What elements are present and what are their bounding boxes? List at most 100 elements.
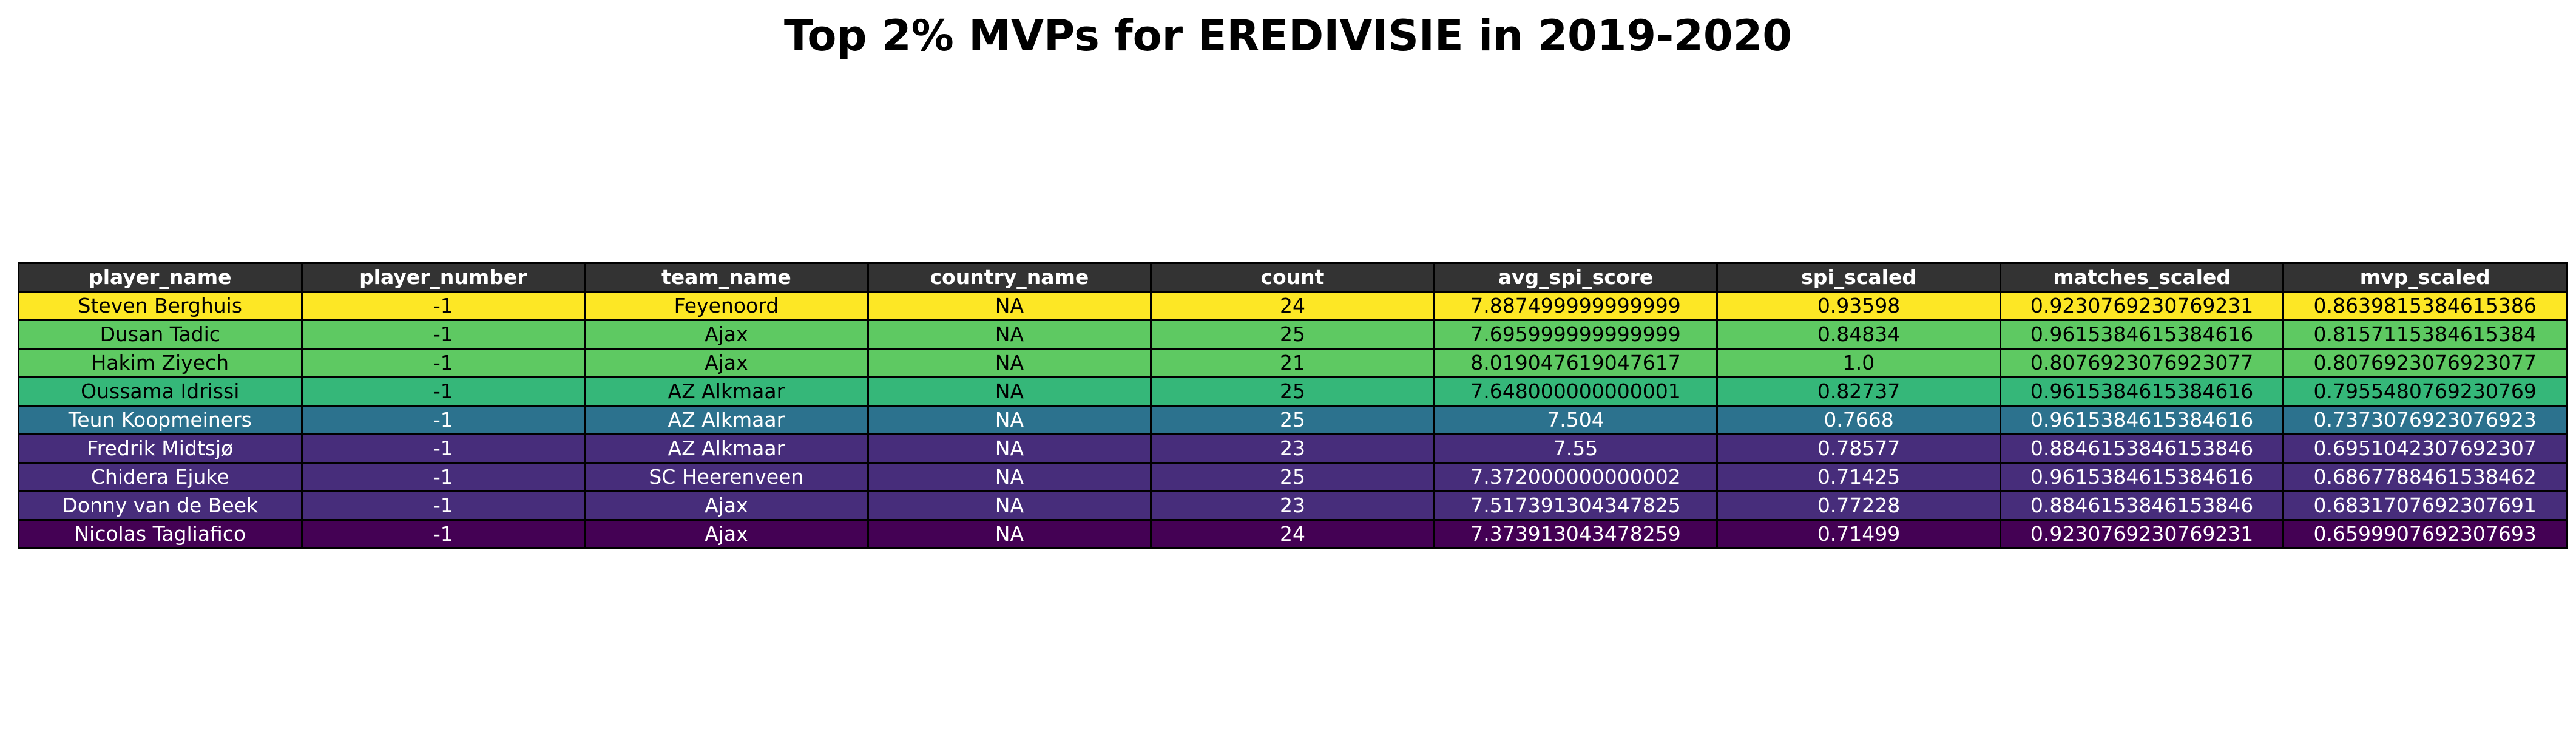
table-row: Teun Koopmeiners -1 AZ Alkmaar NA 25 7.504 0.7… [18,405,2568,435]
table-row: Dusan Tadic -1 Ajax NA 25 7.695999999999999 0.… [18,319,2568,350]
table-cell-spi-scaled: 0.77228 [1716,490,2001,521]
table-cell-player-name: Teun Koopmeiners [18,405,303,435]
table-cell-country-name: NA [867,291,1152,321]
table-cell-team-name: AZ Alkmaar [584,405,869,435]
table-cell-avg-spi-score: 7.887499999999999 [1433,291,1719,321]
column-header-matches-scaled: matches_scaled [1999,262,2285,293]
column-header-player-number: player_number [300,262,586,293]
table-cell-country-name: NA [867,319,1152,350]
table-cell-count: 23 [1150,490,1435,521]
table-cell-matches-scaled: 0.9230769230769231 [1999,291,2285,321]
table-cell-mvp-scaled: 0.6831707692307691 [2282,490,2568,521]
table-cell-count: 25 [1150,376,1435,407]
table-cell-team-name: Ajax [584,348,869,378]
table-cell-spi-scaled: 0.93598 [1716,291,2001,321]
table-cell-team-name: SC Heerenveen [584,462,869,492]
table-cell-mvp-scaled: 0.6951042307692307 [2282,433,2568,464]
table-cell-matches-scaled: 0.9615384615384616 [1999,405,2285,435]
mvp-table: player_name player_number team_name country… [18,262,2568,549]
table-cell-player-number: -1 [300,291,586,321]
table-cell-mvp-scaled: 0.8076923076923077 [2282,348,2568,378]
table-cell-player-number: -1 [300,405,586,435]
table-cell-avg-spi-score: 7.372000000000002 [1433,462,1719,492]
table-cell-spi-scaled: 0.78577 [1716,433,2001,464]
column-header-team-name: team_name [584,262,869,293]
table-cell-player-number: -1 [300,319,586,350]
table-cell-matches-scaled: 0.9230769230769231 [1999,519,2285,549]
table-cell-player-name: Donny van de Beek [18,490,303,521]
table-cell-team-name: Feyenoord [584,291,869,321]
table-cell-spi-scaled: 0.7668 [1716,405,2001,435]
table-cell-player-name: Oussama Idrissi [18,376,303,407]
table-cell-country-name: NA [867,433,1152,464]
column-header-avg-spi-score: avg_spi_score [1433,262,1719,293]
column-header-country-name: country_name [867,262,1152,293]
table-cell-player-number: -1 [300,490,586,521]
table-cell-mvp-scaled: 0.7373076923076923 [2282,405,2568,435]
table-cell-matches-scaled: 0.9615384615384616 [1999,462,2285,492]
chart-title: Top 2% MVPs for EREDIVISIE in 2019-2020 [783,11,1793,61]
table-cell-matches-scaled: 0.8076923076923077 [1999,348,2285,378]
column-header-count: count [1150,262,1435,293]
table-cell-country-name: NA [867,462,1152,492]
table-cell-mvp-scaled: 0.8157115384615384 [2282,319,2568,350]
table-cell-player-name: Chidera Ejuke [18,462,303,492]
table-cell-player-number: -1 [300,433,586,464]
table-cell-mvp-scaled: 0.8639815384615386 [2282,291,2568,321]
table-cell-matches-scaled: 0.9615384615384616 [1999,376,2285,407]
table-cell-spi-scaled: 1.0 [1716,348,2001,378]
table-cell-count: 21 [1150,348,1435,378]
table-cell-country-name: NA [867,490,1152,521]
table-body: Steven Berghuis -1 Feyenoord NA 24 7.88749999… [18,291,2568,549]
table-cell-player-name: Fredrik Midtsjø [18,433,303,464]
table-cell-avg-spi-score: 7.504 [1433,405,1719,435]
table-cell-spi-scaled: 0.82737 [1716,376,2001,407]
table-cell-team-name: Ajax [584,319,869,350]
table-cell-player-name: Steven Berghuis [18,291,303,321]
table-cell-matches-scaled: 0.8846153846153846 [1999,490,2285,521]
table-cell-player-name: Dusan Tadic [18,319,303,350]
table-cell-mvp-scaled: 0.6599907692307693 [2282,519,2568,549]
column-header-player-name: player_name [18,262,303,293]
table-cell-country-name: NA [867,519,1152,549]
table-cell-count: 24 [1150,519,1435,549]
table-cell-count: 25 [1150,405,1435,435]
table-cell-avg-spi-score: 7.373913043478259 [1433,519,1719,549]
table-cell-mvp-scaled: 0.6867788461538462 [2282,462,2568,492]
table-cell-player-number: -1 [300,462,586,492]
table-row: Steven Berghuis -1 Feyenoord NA 24 7.88749999… [18,291,2568,321]
table-row: Hakim Ziyech -1 Ajax NA 21 8.019047619047617 1… [18,348,2568,378]
table-cell-country-name: NA [867,348,1152,378]
table-cell-count: 25 [1150,319,1435,350]
table-cell-matches-scaled: 0.8846153846153846 [1999,433,2285,464]
table-cell-avg-spi-score: 7.648000000000001 [1433,376,1719,407]
table-cell-player-name: Hakim Ziyech [18,348,303,378]
table-cell-spi-scaled: 0.71425 [1716,462,2001,492]
table-cell-country-name: NA [867,376,1152,407]
table-cell-player-number: -1 [300,376,586,407]
table-cell-spi-scaled: 0.71499 [1716,519,2001,549]
table-cell-mvp-scaled: 0.7955480769230769 [2282,376,2568,407]
table-cell-player-name: Nicolas Tagliafico [18,519,303,549]
table-cell-player-number: -1 [300,348,586,378]
table-header-row: player_name player_number team_name country… [18,262,2568,293]
table-cell-avg-spi-score: 7.695999999999999 [1433,319,1719,350]
table-cell-team-name: AZ Alkmaar [584,376,869,407]
column-header-spi-scaled: spi_scaled [1716,262,2001,293]
table-cell-avg-spi-score: 8.019047619047617 [1433,348,1719,378]
table-row: Nicolas Tagliafico -1 Ajax NA 24 7.3739130434… [18,519,2568,549]
table-cell-matches-scaled: 0.9615384615384616 [1999,319,2285,350]
column-header-mvp-scaled: mvp_scaled [2282,262,2568,293]
table-cell-avg-spi-score: 7.55 [1433,433,1719,464]
table-cell-spi-scaled: 0.84834 [1716,319,2001,350]
table-row: Fredrik Midtsjø -1 AZ Alkmaar NA 23 7.55 0.785… [18,433,2568,464]
table-cell-country-name: NA [867,405,1152,435]
table-cell-team-name: Ajax [584,519,869,549]
table-row: Chidera Ejuke -1 SC Heerenveen NA 25 7.372000… [18,462,2568,492]
table-cell-count: 23 [1150,433,1435,464]
table-cell-player-number: -1 [300,519,586,549]
table-cell-team-name: AZ Alkmaar [584,433,869,464]
table-cell-count: 25 [1150,462,1435,492]
table-cell-count: 24 [1150,291,1435,321]
table-cell-avg-spi-score: 7.517391304347825 [1433,490,1719,521]
